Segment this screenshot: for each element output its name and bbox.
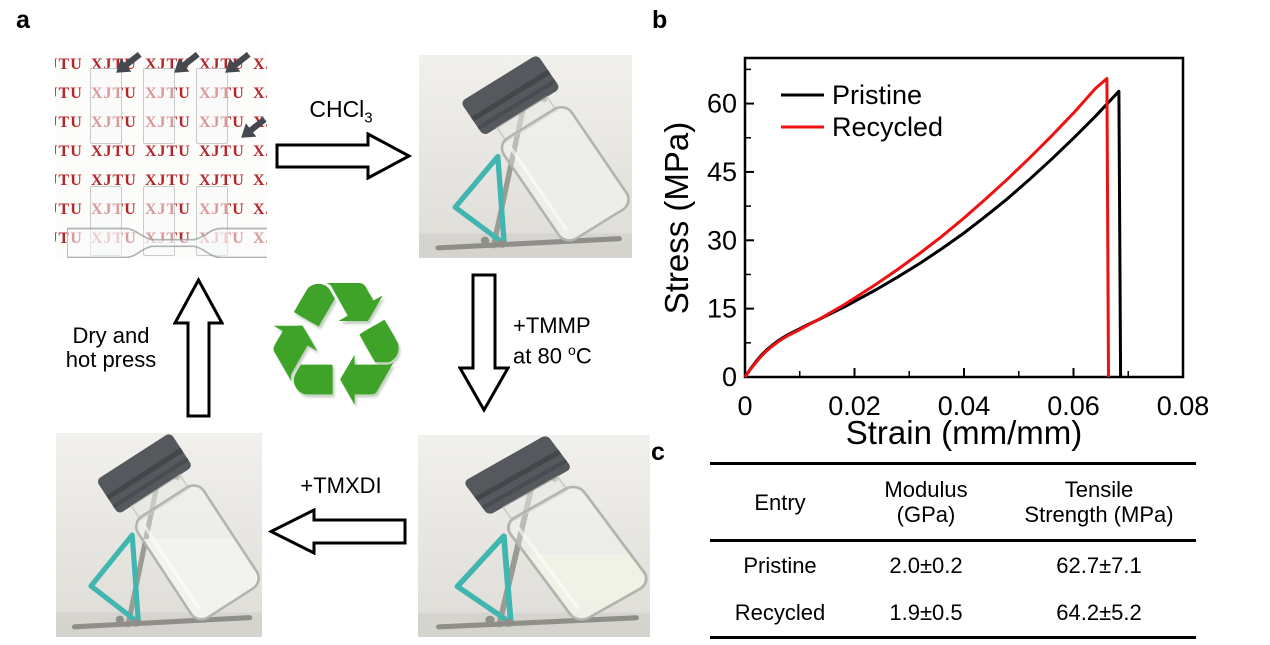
recycle-icon: ♻: [258, 244, 414, 445]
tmxdi-label: +TMXDI: [300, 473, 382, 498]
film-sample: [143, 68, 175, 144]
row-label: Recycled: [734, 600, 826, 625]
svg-text:0.08: 0.08: [1157, 391, 1210, 421]
vial: [465, 436, 648, 621]
svg-text:60: 60: [707, 89, 737, 119]
xjtu-watermark: XJTU: [199, 172, 245, 189]
vial-photo-tmmp-added: [418, 435, 650, 637]
xjtu-watermark: XJTU: [253, 85, 267, 102]
vial-photo-dissolved: [419, 55, 632, 258]
xjtu-watermark: XJTU: [253, 172, 267, 189]
axis-ticks: 0 0.02 0.04 0.06 0.08 0 15 30 45 60: [707, 68, 1210, 421]
tmmp-label: +TMMP at 80 oC: [513, 313, 592, 369]
y-axis-title: Stress (MPa): [658, 122, 695, 315]
panel-b-label: b: [652, 6, 668, 34]
svg-text:0.06: 0.06: [1047, 391, 1100, 421]
arrow-up-dry: [173, 277, 224, 418]
film-sample: [90, 68, 122, 144]
xjtu-watermark: XJTU: [253, 56, 267, 73]
panel-a-label: a: [16, 6, 30, 34]
xjtu-watermark: XJTU: [55, 114, 83, 131]
xjtu-watermark: XJTU: [91, 172, 137, 189]
panel-c-label: c: [651, 438, 665, 466]
svg-text:0.02: 0.02: [828, 391, 881, 421]
table-row: Pristine 2.0±0.2 62.7±7.1: [710, 542, 1196, 589]
table-header-tensile: Tensile Strength (MPa): [1024, 477, 1174, 527]
svg-text:0.04: 0.04: [938, 391, 991, 421]
film-samples-photo: XJTU XJTU XJTU XJTU XJTU XJTU XJTU XJTU XJTU XJTU…: [55, 52, 267, 258]
svg-text:45: 45: [707, 157, 737, 187]
base-rod: [435, 615, 639, 630]
table-header-row: Entry Modulus (GPa) Tensile Strength (MP…: [710, 465, 1196, 542]
svg-text:0: 0: [737, 391, 752, 421]
vial: [462, 56, 630, 242]
xjtu-watermark: XJTU: [55, 201, 83, 218]
dry-hot-press-label: Dry and hot press: [65, 323, 157, 372]
svg-text:30: 30: [707, 225, 737, 255]
legend-label-recycled: Recycled: [832, 112, 943, 142]
svg-text:0: 0: [722, 362, 737, 392]
xjtu-watermark: XJTU: [91, 143, 137, 160]
vial-photo-repolymerized: [56, 433, 262, 637]
svg-text:15: 15: [707, 294, 737, 324]
row-label: Pristine: [743, 553, 817, 578]
arrow-left-tmxdi: [268, 508, 407, 555]
data-curves: [743, 77, 1123, 378]
xjtu-watermark: XJTU: [55, 56, 83, 73]
xjtu-watermark: XJTU: [145, 172, 191, 189]
arrow-right-chcl3: [275, 132, 412, 180]
xjtu-watermark: XJTU: [253, 201, 267, 218]
x-axis-title: Strain (mm/mm): [846, 414, 1082, 451]
tensile-value: 64.2±5.2: [1056, 600, 1142, 625]
xjtu-watermark: XJTU: [55, 85, 83, 102]
xjtu-watermark: XJTU: [145, 143, 191, 160]
xjtu-watermark: XJTU: [199, 143, 245, 160]
chcl3-label: CHCl3: [309, 96, 373, 127]
vial: [98, 434, 260, 621]
binder-clip-teal: [88, 532, 141, 626]
xjtu-watermark: XJTU: [55, 172, 83, 189]
tensile-value: 62.7±7.1: [1056, 553, 1142, 578]
table-header-entry: Entry: [754, 489, 806, 515]
film-sample: [196, 68, 228, 144]
binder-clip-teal: [454, 533, 514, 626]
modulus-value: 1.9±0.5: [889, 600, 963, 625]
xjtu-watermark: XJTU: [55, 143, 83, 160]
modulus-value: 2.0±0.2: [889, 553, 963, 578]
stress-strain-chart: 0 0.02 0.04 0.06 0.08 0 15 30 45 60 Pristine Recy…: [658, 56, 1210, 451]
binder-clip-teal: [452, 153, 507, 247]
table-row: Recycled 1.9±0.5 64.2±5.2: [710, 589, 1196, 636]
base-rod: [435, 236, 622, 251]
dogbone-specimen: [67, 227, 267, 258]
results-table: Entry Modulus (GPa) Tensile Strength (MP…: [710, 462, 1196, 639]
base-rod: [71, 615, 253, 630]
xjtu-watermark: XJTU: [253, 143, 267, 160]
table-header-modulus: Modulus (GPa): [884, 477, 968, 527]
arrow-down-tmmp: [458, 273, 510, 413]
curve-recycled: [743, 77, 1110, 378]
legend-label-pristine: Pristine: [832, 80, 922, 110]
